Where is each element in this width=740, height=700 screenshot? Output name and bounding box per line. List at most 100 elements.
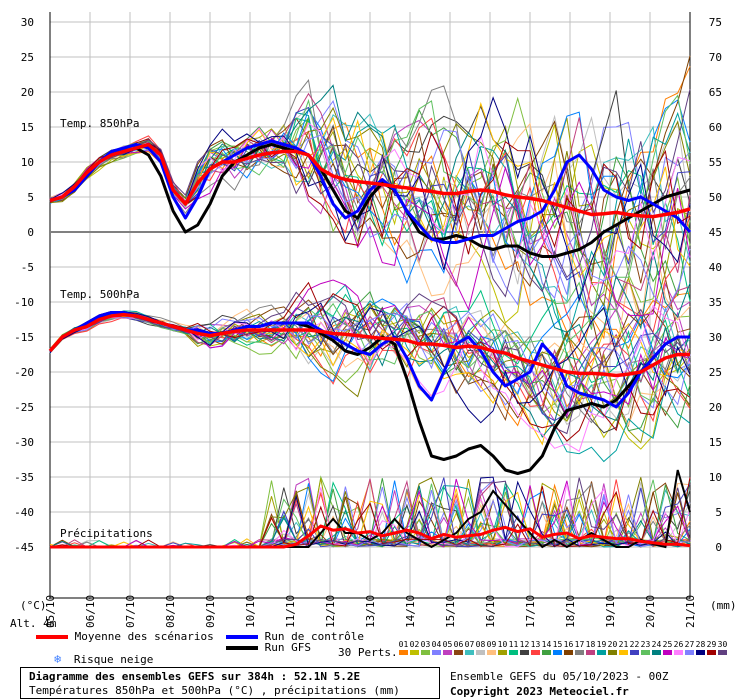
y-tick-left: 30 <box>21 16 34 29</box>
perturbation-legend: 01 02 03 04 05 06 07 08 09 10 11 12 13 14 15 16 17 18 19 20… <box>398 640 730 660</box>
footer-title-box: Diagramme des ensembles GEFS sur 384h : … <box>20 667 440 699</box>
perturbation-number: 01 <box>398 640 409 649</box>
perturbation-number: 09 <box>486 640 497 649</box>
perturbation-number: 30 <box>717 640 728 649</box>
y-tick-left: 10 <box>21 156 34 169</box>
perturbation-swatch <box>718 650 727 655</box>
perturbation-legend-item: 14 <box>541 640 552 655</box>
perturbation-legend-item: 08 <box>475 640 486 655</box>
perturbation-swatch <box>421 650 430 655</box>
series-line-t850 <box>49 139 692 244</box>
perturbation-legend-item: 20 <box>607 640 618 655</box>
perturbation-line-t500 <box>49 302 691 424</box>
perturbation-legend-item: 29 <box>706 640 717 655</box>
y-tick-right: 45 <box>709 226 722 239</box>
y-tick-left: -5 <box>21 261 34 274</box>
perturbation-swatch <box>531 650 540 655</box>
legend-swatch-mean <box>36 635 68 639</box>
y-tick-right: 10 <box>709 471 722 484</box>
series-line-t850 <box>49 142 691 219</box>
perturbation-legend-item: 17 <box>574 640 585 655</box>
perturbation-swatch <box>707 650 716 655</box>
perturbation-number: 26 <box>673 640 684 649</box>
perturbation-number: 05 <box>442 640 453 649</box>
perturbation-swatch <box>663 650 672 655</box>
perturbation-swatch <box>498 650 507 655</box>
perturbation-legend-item: 23 <box>640 640 651 655</box>
y-tick-right: 30 <box>709 331 722 344</box>
footer-copyright: Copyright 2023 Meteociel.fr <box>450 685 629 698</box>
legend-label-mean: Moyenne des scénarios <box>74 630 214 643</box>
perturbation-swatch <box>487 650 496 655</box>
x-tick-label: 14/10 <box>404 595 417 628</box>
y-tick-left: 15 <box>21 121 34 134</box>
x-tick-label: 15/10 <box>444 595 457 628</box>
perturbation-swatch <box>520 650 529 655</box>
x-tick-label: 12/10 <box>324 595 337 628</box>
perturbation-swatch <box>553 650 562 655</box>
panel-label-precip: Précipitations <box>60 527 153 540</box>
perturbation-number: 10 <box>497 640 508 649</box>
perturbation-line-precip <box>49 477 691 548</box>
x-tick-label: 08/10 <box>164 595 177 628</box>
perturbation-number: 07 <box>464 640 475 649</box>
perturbation-number: 29 <box>706 640 717 649</box>
x-tick-label: 17/10 <box>524 595 537 628</box>
right-unit-label: (mm) <box>710 599 737 612</box>
y-tick-left: -15 <box>14 331 34 344</box>
perturbation-legend-item: 01 <box>398 640 409 655</box>
y-tick-right: 50 <box>709 191 722 204</box>
perturbation-line-t500 <box>49 304 691 424</box>
perturbation-legend-item: 15 <box>552 640 563 655</box>
perturbation-number: 06 <box>453 640 464 649</box>
legend-perturbations-label: 30 Perts. <box>338 646 398 659</box>
perturbation-number: 13 <box>530 640 541 649</box>
main-series-lines <box>48 139 692 549</box>
perturbation-legend-item: 24 <box>651 640 662 655</box>
perturbation-number: 21 <box>618 640 629 649</box>
perturbation-legend-item: 22 <box>629 640 640 655</box>
perturbation-legend-item: 18 <box>585 640 596 655</box>
y-tick-right: 15 <box>709 436 722 449</box>
y-tick-left: -25 <box>14 401 34 414</box>
y-tick-left: 20 <box>21 86 34 99</box>
perturbation-swatch <box>597 650 606 655</box>
perturbation-legend-item: 03 <box>420 640 431 655</box>
perturbation-legend-item: 09 <box>486 640 497 655</box>
perturbation-swatch <box>465 650 474 655</box>
y-tick-right: 5 <box>715 506 722 519</box>
perturbation-number: 08 <box>475 640 486 649</box>
left-unit-label: (°C) <box>20 599 47 612</box>
y-tick-left: -35 <box>14 471 34 484</box>
perturbation-number: 20 <box>607 640 618 649</box>
legend-label-control: Run de contrôle <box>264 630 364 643</box>
x-tick-label: 20/10 <box>644 595 657 628</box>
perturbation-number: 25 <box>662 640 673 649</box>
perturbation-swatch <box>410 650 419 655</box>
x-tick-label: 19/10 <box>604 595 617 628</box>
perturbation-swatch <box>652 650 661 655</box>
perturbation-swatch <box>685 650 694 655</box>
y-tick-right: 0 <box>715 541 722 554</box>
perturbation-swatch <box>575 650 584 655</box>
y-tick-left: -45 <box>14 541 34 554</box>
y-tick-right: 55 <box>709 156 722 169</box>
perturbation-swatch <box>586 650 595 655</box>
legend-swatch-gfs <box>226 646 258 650</box>
y-tick-left: -40 <box>14 506 34 519</box>
y-tick-left: -30 <box>14 436 34 449</box>
legend-snow: ❄ Risque neige <box>54 652 153 666</box>
y-tick-left: 25 <box>21 51 34 64</box>
x-tick-label: 11/10 <box>284 595 297 628</box>
x-tick-label: 05/10 <box>44 595 57 628</box>
x-tick-label: 13/10 <box>364 595 377 628</box>
perturbation-legend-item: 30 <box>717 640 728 655</box>
legend-control: Run de contrôle <box>226 630 364 643</box>
y-tick-left: 5 <box>27 191 34 204</box>
x-tick-label: 18/10 <box>564 595 577 628</box>
altitude-label: Alt. 4m <box>10 617 57 630</box>
y-tick-right: 65 <box>709 86 722 99</box>
perturbation-legend-item: 21 <box>618 640 629 655</box>
perturbation-number: 12 <box>519 640 530 649</box>
perturbation-number: 16 <box>563 640 574 649</box>
